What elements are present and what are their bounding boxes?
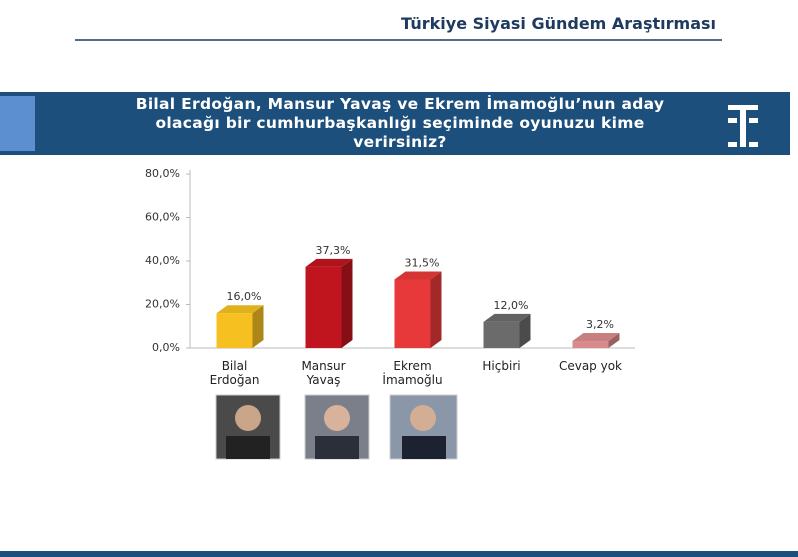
x-tick-label: Cevap yok bbox=[558, 359, 623, 373]
bar bbox=[394, 279, 431, 348]
bar-side bbox=[252, 305, 264, 348]
y-tick-label: 60,0% bbox=[145, 211, 180, 224]
banner-accent bbox=[0, 96, 35, 151]
logo bbox=[728, 105, 758, 147]
value-label: 31,5% bbox=[405, 256, 440, 269]
chart-title: Bilal Erdoğan, Mansur Yavaş ve Ekrem İma… bbox=[135, 95, 665, 151]
y-tick-label: 20,0% bbox=[145, 298, 180, 311]
header-title: Türkiye Siyasi Gündem Araştırması bbox=[400, 14, 716, 33]
x-tick-label: Hiçbiri bbox=[482, 359, 521, 373]
y-tick-label: 80,0% bbox=[145, 167, 180, 180]
value-label: 12,0% bbox=[494, 299, 529, 312]
bar-side bbox=[430, 271, 442, 348]
bar-side bbox=[519, 313, 531, 348]
bar-top bbox=[394, 271, 442, 280]
bar bbox=[572, 341, 609, 348]
bar-side bbox=[608, 333, 620, 348]
y-tick-label: 0,0% bbox=[152, 341, 180, 354]
photos bbox=[215, 394, 458, 460]
value-label: 3,2% bbox=[586, 318, 614, 331]
y-tick-label: 40,0% bbox=[145, 254, 180, 267]
value-label: 37,3% bbox=[316, 244, 351, 257]
bar bbox=[216, 313, 253, 348]
bar bbox=[483, 321, 520, 348]
title-banner bbox=[0, 92, 790, 155]
bar-top bbox=[305, 258, 353, 267]
bar bbox=[305, 266, 342, 348]
bar-top bbox=[572, 333, 620, 342]
bar-top bbox=[483, 313, 531, 322]
footer-bar bbox=[0, 551, 798, 557]
value-label: 16,0% bbox=[227, 290, 262, 303]
bar-side bbox=[341, 258, 353, 348]
x-tick-label: Mansur Yavaş bbox=[301, 359, 346, 387]
x-tick-label: Bilal Erdoğan bbox=[209, 359, 260, 387]
x-tick-label: Ekrem İmamoğlu bbox=[382, 359, 443, 387]
bar-top bbox=[216, 305, 264, 314]
